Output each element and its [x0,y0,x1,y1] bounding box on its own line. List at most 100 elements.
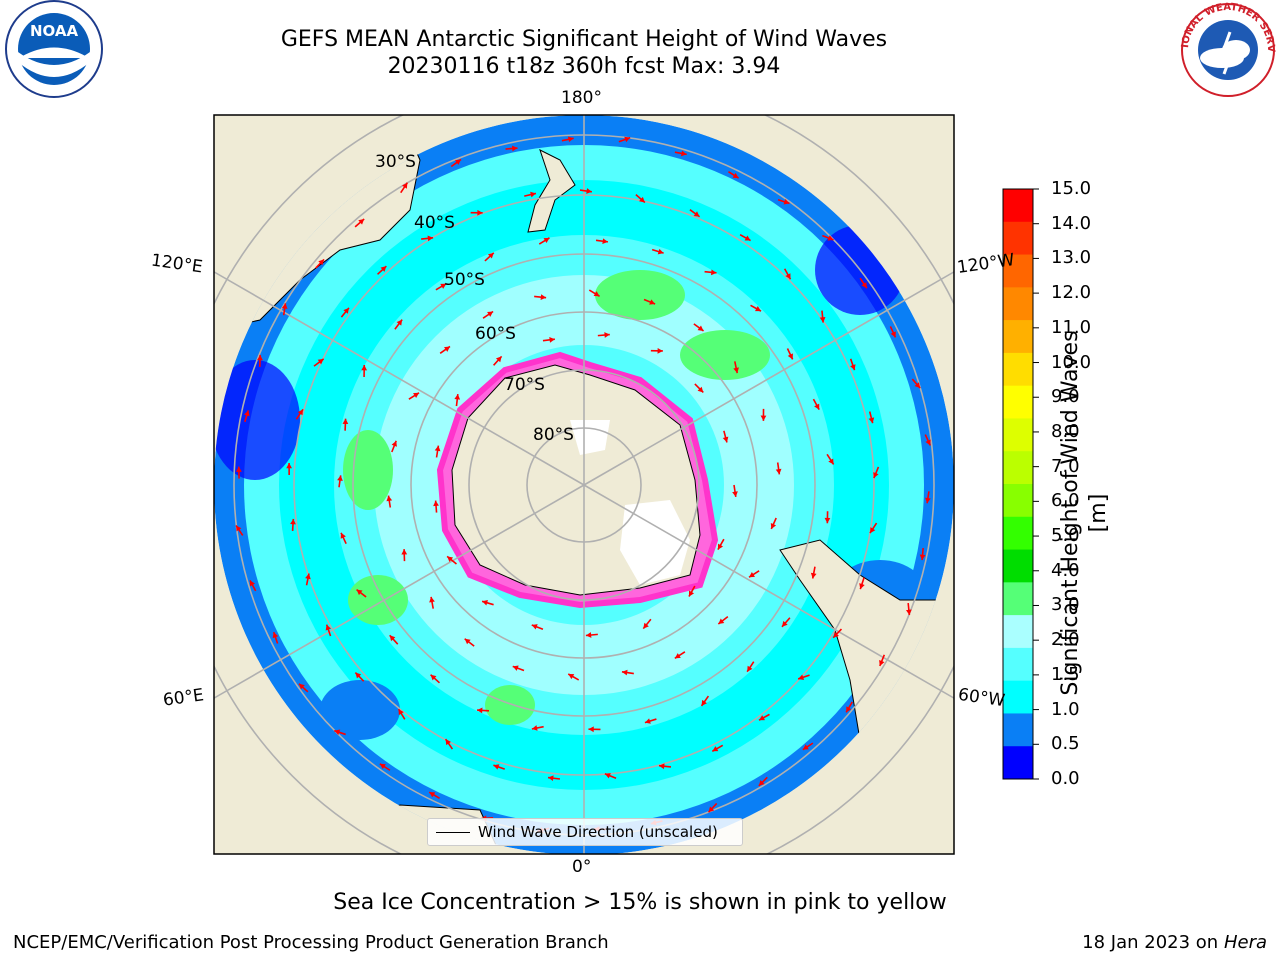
wind-wave-arrowhead [337,475,343,481]
colorbar-tick-label: 4.0 [1051,559,1080,581]
wind-wave-arrowhead [567,136,574,143]
colorbar-tick-label: 9.0 [1051,386,1080,408]
wind-wave-arrowhead [445,739,451,746]
wind-wave-arrowhead [325,624,332,631]
colorbar-segment [1003,418,1033,452]
colorbar-segment [1003,287,1033,321]
wave-patch-green [348,575,408,625]
chart-title: GEFS MEAN Antarctic Significant Height o… [280,27,888,52]
wind-wave-arrowhead [802,744,809,750]
colorbar-tick-label: 2.0 [1051,629,1080,651]
colorbar-tick-label: 12.0 [1051,282,1092,304]
wind-wave-arrowhead [819,317,826,323]
wind-wave-arrowhead [781,620,788,627]
colorbar-tick-label: 0.0 [1051,768,1080,789]
wind-wave-arrowhead [868,417,875,424]
ice-shelf [620,500,690,585]
meridian-60e [214,484,585,700]
wind-wave-arrowhead [444,346,450,352]
wind-wave-arrowhead [850,364,856,371]
colorbar-tick-label: 14.0 [1051,212,1092,234]
wave-patch-green [343,430,393,510]
meridian-120w [583,270,954,486]
colorbar-title: Significant Height of Wind Waves [m] [1058,330,1111,696]
wind-wave-arrowhead [433,500,439,507]
wind-wave-arrowhead [281,303,288,309]
wind-wave-arrowhead [759,715,766,721]
wind-wave-arrowhead [543,237,550,244]
wind-wave-arrowhead [711,269,717,276]
colorbar-tick-label: 6.0 [1051,490,1080,512]
wind-wave-arrowhead [297,409,303,416]
wind-wave-arrowhead [413,392,420,399]
wind-wave-arrowhead [879,659,885,666]
colorbar-tick-label: 10.0 [1051,351,1092,373]
wind-wave-arrowhead [621,669,628,676]
wind-wave-arrowhead [914,382,921,389]
wind-wave-arrowhead [657,347,663,354]
wind-wave-arrowhead [236,466,242,472]
wind-wave-arrowhead [334,729,341,736]
wind-wave-arrowhead [697,325,704,331]
colorbar-segment [1003,647,1033,682]
lat-label-40s: 40°S [414,213,455,233]
colorbar-tick-label: 7.0 [1051,455,1080,477]
nws-logo: NATIONAL WEATHER SERVICE [1174,0,1278,106]
wind-wave-arrowhead [549,337,555,343]
wind-wave-arrowhead [487,252,494,259]
wind-wave-arrowhead [754,306,761,312]
wind-wave-arrowhead [455,159,461,165]
colorbar-segment [1003,221,1033,256]
colorbar-tick-label: 11.0 [1051,316,1092,338]
noaa-logo: NOAA [2,0,106,104]
wind-wave-arrowhead [861,282,867,289]
wind-wave-arrowhead [798,674,805,680]
colorbar-segment [1003,615,1033,649]
wind-wave-arrowhead [748,571,755,578]
wind-wave-arrowhead [747,665,753,672]
colorbar-segment [1003,385,1033,419]
footer-date: 18 Jan 2023 on Hera [1082,932,1267,953]
lat-label-70s: 70°S [504,375,545,395]
lat-label-50s: 50°S [444,270,485,290]
wind-wave-arrowhead [487,311,494,317]
colorbar-tick-label: 3.0 [1051,594,1080,616]
wind-wave-arrowhead [434,445,441,452]
colorbar [1003,188,1039,780]
colorbar-frame [1002,188,1034,780]
wind-wave-arrowhead [305,573,311,580]
wind-wave-arrowhead [236,525,242,532]
wind-wave-arrowhead [244,410,250,417]
wind-wave-arrowhead [905,609,912,616]
wind-wave-arrowhead [722,436,729,443]
colorbar-tick-label: 1.5 [1051,663,1080,685]
wind-wave-arrowhead [356,589,363,596]
colorbar-tick-label: 15.0 [1051,178,1092,199]
colorbar-tick-label: 1.0 [1051,698,1080,720]
wind-wave-arrowhead [272,632,279,639]
lon-label-180: 180° [561,88,602,108]
legend-label: Wind Wave Direction (unscaled) [478,823,718,841]
new-zealand-land [527,149,576,233]
wind-wave-arrowhead [540,294,547,301]
wind-wave-arrowhead [787,353,793,360]
wind-wave-arrowhead [588,726,594,733]
wind-wave-arrowhead [379,763,386,770]
wind-wave-arrowhead [846,706,852,713]
wind-wave-arrowhead [568,673,575,680]
wind-wave-arrowhead [604,773,611,779]
wind-wave-arrowhead [688,590,695,597]
map-frame [213,114,955,855]
wind-wave-arrowhead [530,191,536,198]
wind-wave-arrowhead [586,188,592,194]
wind-wave-arrowhead [298,683,305,690]
chart-subtitle: 20230116 t18z 360h fcst Max: 3.94 [387,54,781,79]
wind-wave-arrowhead [512,665,519,671]
wind-wave-arrowhead [697,386,704,393]
wind-wave-arrowhead [785,273,791,280]
wind-wave-arrowhead [718,618,725,624]
lat-label-30s: 30°S [375,152,416,172]
wind-wave-arrowhead [775,468,782,475]
wind-wave-arrows [235,136,931,833]
